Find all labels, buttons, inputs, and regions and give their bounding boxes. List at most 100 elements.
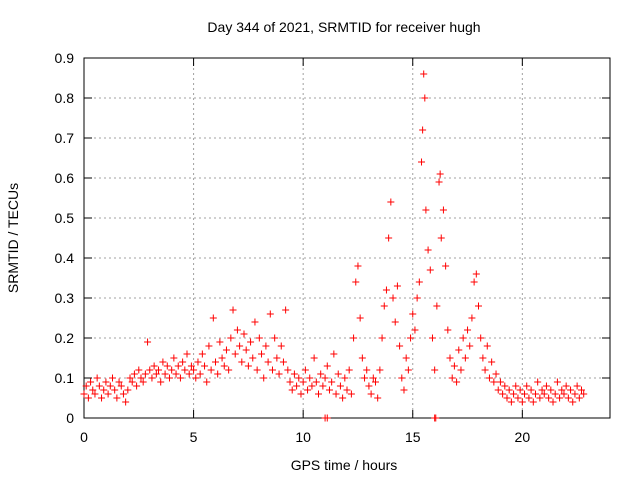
data-point	[144, 338, 152, 346]
data-point	[521, 390, 529, 398]
data-point	[558, 386, 566, 394]
data-point	[286, 378, 294, 386]
data-point	[580, 390, 588, 398]
data-point	[512, 382, 520, 390]
data-point	[418, 158, 426, 166]
data-point	[220, 362, 228, 370]
data-point	[398, 374, 406, 382]
data-point	[514, 394, 522, 402]
data-point	[301, 366, 309, 374]
data-point	[424, 246, 432, 254]
data-point	[266, 310, 274, 318]
data-point	[82, 382, 90, 390]
data-point	[475, 302, 482, 310]
data-point	[255, 334, 263, 342]
data-point	[389, 294, 397, 302]
data-point	[128, 378, 136, 386]
data-point	[409, 310, 417, 318]
data-point	[505, 386, 513, 394]
data-point	[457, 366, 465, 374]
data-point	[271, 334, 279, 342]
data-point	[444, 326, 452, 334]
data-point	[479, 354, 487, 362]
data-point	[284, 366, 292, 374]
data-point	[222, 346, 230, 354]
data-point	[89, 386, 97, 394]
data-point	[91, 390, 99, 398]
data-point	[545, 394, 553, 402]
data-point	[494, 386, 502, 394]
data-point	[196, 370, 204, 378]
data-point	[119, 390, 127, 398]
data-point	[352, 278, 360, 286]
data-point	[148, 374, 156, 382]
data-point	[244, 362, 252, 370]
data-point	[170, 354, 178, 362]
data-point	[330, 350, 338, 358]
data-point	[426, 266, 434, 274]
data-point	[525, 394, 533, 402]
data-point	[391, 318, 399, 326]
data-point	[518, 398, 526, 406]
data-point	[461, 354, 469, 362]
data-point	[433, 302, 441, 310]
data-point	[104, 390, 112, 398]
data-point	[253, 366, 261, 374]
data-point	[431, 366, 439, 374]
data-point	[312, 378, 320, 386]
data-point	[534, 378, 542, 386]
data-point	[477, 334, 485, 342]
data-point	[159, 358, 167, 366]
data-point	[174, 362, 182, 370]
data-point	[529, 398, 537, 406]
data-point	[150, 362, 158, 370]
data-point	[402, 354, 410, 362]
data-point	[371, 378, 379, 386]
data-point	[551, 390, 559, 398]
data-point	[126, 374, 134, 382]
data-point	[187, 362, 195, 370]
y-tick-label: 0.1	[55, 370, 75, 386]
data-point	[165, 374, 173, 382]
y-tick-label: 0.5	[55, 210, 75, 226]
data-point	[163, 362, 171, 370]
data-point	[422, 206, 430, 214]
plot-frame	[83, 57, 611, 419]
data-point	[569, 398, 577, 406]
data-point	[203, 378, 211, 386]
data-point	[363, 366, 371, 374]
data-point	[106, 382, 114, 390]
data-point	[310, 354, 318, 362]
data-point	[87, 378, 95, 386]
data-point	[288, 386, 296, 394]
data-point	[115, 378, 123, 386]
data-point	[407, 334, 415, 342]
data-point	[523, 382, 531, 390]
data-point	[367, 390, 375, 398]
y-tick-label: 0.2	[55, 330, 75, 346]
y-tick-label: 0.8	[55, 90, 75, 106]
data-point	[325, 386, 333, 394]
x-tick-label: 5	[190, 429, 198, 445]
data-point	[181, 366, 189, 374]
data-point	[503, 394, 511, 402]
data-point	[323, 414, 331, 422]
data-point	[567, 386, 575, 394]
data-point	[260, 374, 268, 382]
data-point	[358, 354, 366, 362]
data-point	[334, 370, 342, 378]
data-point	[183, 350, 191, 358]
data-point	[282, 306, 290, 314]
data-point	[124, 386, 132, 394]
data-point	[306, 374, 314, 382]
data-point	[385, 234, 393, 242]
x-tick-label: 15	[405, 429, 421, 445]
data-point	[277, 342, 285, 350]
data-point	[249, 354, 257, 362]
x-tick-label: 0	[80, 429, 88, 445]
data-point	[321, 374, 329, 382]
data-point	[236, 342, 244, 350]
data-point	[157, 378, 165, 386]
y-tick-label: 0	[66, 410, 74, 426]
